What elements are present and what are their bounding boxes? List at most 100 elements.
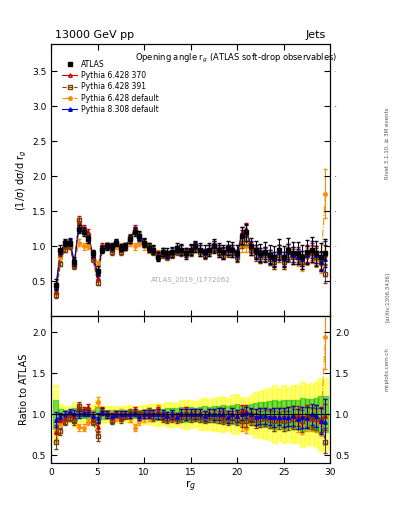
Bar [179, 400, 184, 428]
Bar [147, 404, 151, 424]
Bar [272, 400, 277, 429]
Bar [160, 409, 165, 420]
Bar [258, 391, 263, 438]
Bar [318, 396, 323, 433]
Bar [91, 405, 95, 423]
Bar [235, 394, 239, 434]
Bar [221, 396, 226, 432]
Bar [216, 406, 221, 423]
Y-axis label: Ratio to ATLAS: Ratio to ATLAS [19, 354, 29, 425]
Bar [230, 395, 235, 433]
Bar [226, 406, 230, 422]
Bar [77, 410, 81, 418]
Bar [239, 406, 244, 423]
Bar [239, 397, 244, 431]
Bar [95, 399, 100, 430]
Bar [156, 409, 160, 420]
Bar [249, 404, 253, 424]
Bar [53, 385, 58, 443]
Bar [211, 398, 216, 431]
Bar [263, 389, 267, 439]
Bar [281, 386, 286, 443]
Bar [174, 402, 179, 426]
Bar [128, 410, 132, 419]
Bar [184, 407, 188, 421]
Bar [156, 403, 160, 426]
Bar [314, 398, 318, 431]
Bar [193, 401, 198, 428]
Bar [202, 398, 207, 430]
Bar [184, 400, 188, 429]
Bar [314, 381, 318, 447]
Bar [142, 405, 147, 423]
Bar [58, 404, 63, 424]
Bar [72, 408, 77, 420]
Bar [86, 411, 91, 418]
Bar [300, 398, 305, 431]
Bar [323, 396, 328, 433]
Text: Opening angle r$_g$ (ATLAS soft-drop observables): Opening angle r$_g$ (ATLAS soft-drop obs… [135, 52, 337, 65]
Y-axis label: (1/σ) dσ/d r$_g$: (1/σ) dσ/d r$_g$ [15, 149, 29, 210]
Bar [277, 401, 281, 427]
Bar [105, 410, 109, 418]
Bar [151, 404, 156, 424]
Bar [109, 406, 114, 422]
Bar [253, 392, 258, 437]
Bar [81, 410, 86, 418]
Bar [81, 406, 86, 422]
Bar [300, 381, 305, 447]
Bar [114, 407, 119, 422]
Bar [137, 410, 142, 418]
Bar [160, 403, 165, 425]
Bar [67, 407, 72, 422]
Bar [230, 405, 235, 424]
Bar [207, 399, 211, 430]
Text: Jets: Jets [306, 30, 326, 40]
Bar [323, 378, 328, 451]
Bar [128, 406, 132, 423]
Bar [305, 399, 309, 430]
Bar [123, 410, 128, 418]
Bar [318, 378, 323, 451]
Bar [253, 403, 258, 425]
Bar [67, 410, 72, 418]
Bar [114, 410, 119, 418]
Bar [290, 400, 295, 429]
Text: 13000 GeV pp: 13000 GeV pp [55, 30, 134, 40]
Bar [249, 395, 253, 434]
Bar [244, 406, 249, 422]
Bar [109, 410, 114, 418]
Bar [170, 408, 174, 420]
Bar [198, 407, 202, 422]
Text: [arXiv:1306.3436]: [arXiv:1306.3436] [385, 272, 389, 322]
Bar [77, 407, 81, 422]
Text: ATLAS_2019_I1772062: ATLAS_2019_I1772062 [151, 276, 230, 283]
Bar [174, 409, 179, 420]
Bar [100, 410, 105, 419]
Bar [226, 397, 230, 431]
Bar [72, 402, 77, 427]
Bar [309, 383, 314, 445]
Bar [286, 400, 290, 428]
Legend: ATLAS, Pythia 6.428 370, Pythia 6.428 391, Pythia 6.428 default, Pythia 8.308 de: ATLAS, Pythia 6.428 370, Pythia 6.428 39… [61, 58, 160, 116]
Bar [221, 406, 226, 423]
Bar [286, 387, 290, 442]
Bar [58, 409, 63, 419]
Bar [198, 399, 202, 430]
Bar [235, 404, 239, 424]
Bar [216, 397, 221, 432]
Bar [86, 407, 91, 422]
Bar [258, 402, 263, 426]
Bar [142, 410, 147, 419]
Bar [188, 400, 193, 428]
Bar [267, 401, 272, 428]
Bar [309, 399, 314, 430]
Text: Rivet 3.1.10, ≥ 3M events: Rivet 3.1.10, ≥ 3M events [385, 108, 389, 179]
Bar [63, 407, 67, 422]
Bar [63, 410, 67, 418]
Bar [151, 409, 156, 419]
Bar [277, 389, 281, 440]
Bar [263, 402, 267, 426]
Bar [132, 406, 137, 422]
Bar [123, 406, 128, 422]
